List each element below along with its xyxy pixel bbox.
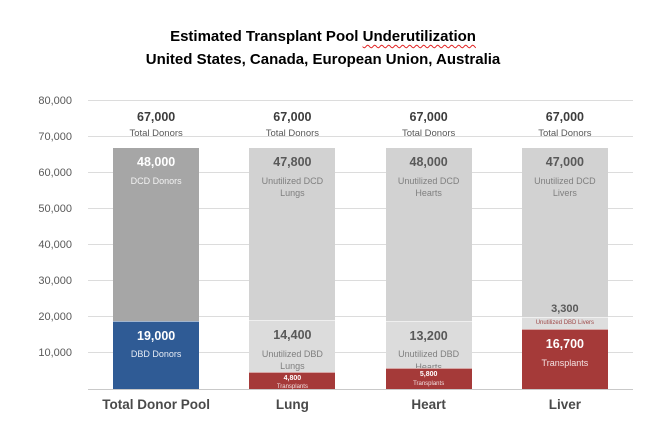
gridline (88, 100, 633, 101)
segment-name-label: Transplants (413, 380, 445, 387)
y-axis-tick-label: 40,000 (38, 239, 72, 251)
segment-value-label: 47,000 (545, 154, 584, 169)
bar-segment: 47,800 Unutilized DCD Lungs (249, 147, 336, 320)
bar-total-caption: Total Donors (401, 127, 456, 139)
chart-title-line2: United States, Canada, European Union, A… (145, 50, 501, 68)
bar-lung: 67,000 Total Donors 47,800 Unutilized DCD L… (249, 101, 336, 391)
x-axis: Total Donor Pool Lung Heart Liver (88, 397, 633, 412)
y-axis-tick-label: 70,000 (38, 131, 72, 143)
gridline (88, 244, 633, 245)
segment-name-label: Unutilized DCD Lungs (261, 175, 324, 199)
gridline (88, 352, 633, 353)
gridline (88, 136, 633, 137)
bar-segment: 14,400 Unutilized DBD Lungs (249, 319, 336, 372)
segment-name-label: Unutilized DBD Livers (535, 320, 595, 326)
segment-value-label: 19,000 (137, 328, 176, 343)
bar-total-donor-pool: 67,000 Total Donors 48,000 DCD Donors 19,000… (113, 101, 200, 389)
segment-name-label: DBD Donors (130, 349, 182, 360)
bar-segment: 4,800 Transplants (249, 371, 336, 391)
chart-title: Estimated Transplant Pool Underutilizati… (0, 26, 646, 71)
bar-total-annotation: 67,000 Total Donors (374, 110, 484, 139)
bar-stack: 48,000 Unutilized DCD Hearts 13,200 Unutili… (385, 147, 472, 389)
segment-value-label: 4,800 (283, 374, 302, 382)
segment-value-label: 47,800 (273, 154, 312, 169)
segment-name-label: Transplants (276, 384, 308, 391)
bar-total-caption: Total Donors (538, 127, 592, 139)
bar-stack: 47,800 Unutilized DCD Lungs 14,400 Unutiliz… (249, 147, 336, 391)
gridline (88, 280, 633, 281)
bar-total-annotation: 67,000 Total Donors (237, 110, 347, 139)
y-axis: 10,000 20,000 30,000 40,000 50,000 60,000 70,0… (0, 95, 80, 389)
bar-stack: 48,000 DCD Donors 19,000 DBD Donors (113, 147, 200, 389)
bar-segment: 48,000 Unutilized DCD Hearts (385, 147, 472, 321)
x-axis-category-label: Liver (548, 397, 582, 412)
segment-value-label: 5,800 (419, 371, 438, 379)
bar-total-annotation: 67,000 Total Donors (101, 110, 211, 139)
bar-segment: 47,000 Unutilized DCD Livers (521, 147, 608, 317)
y-axis-tick-label: 60,000 (38, 167, 72, 179)
plot-area: 67,000 Total Donors 48,000 DCD Donors 19,000… (88, 100, 633, 391)
segment-value-label: 3,300 (551, 302, 579, 315)
bar-segment: 19,000 DBD Donors (113, 320, 200, 389)
x-axis-category-label: Heart (411, 397, 446, 412)
segment-name-label: Unutilized DCD Livers (534, 175, 596, 199)
segment-value-label: 13,200 (409, 328, 448, 343)
bar-segment: 13,200 Unutilized DBD Hearts (385, 320, 472, 372)
chart-title-underlined-word: Underutilization (362, 28, 476, 45)
x-axis-category-label: Total Donor Pool (102, 397, 210, 412)
segment-value-label: 48,000 (409, 154, 448, 169)
y-axis-tick-label: 50,000 (38, 203, 72, 215)
y-axis-tick-label: 30,000 (38, 275, 72, 287)
chart-title-line1-prefix: Estimated Transplant Pool (170, 28, 363, 45)
segment-name-label: Unutilized DBD Hearts (398, 349, 460, 372)
segment-name-label: Unutilized DBD Lungs (261, 348, 323, 372)
chart-title-line1: Estimated Transplant Pool Underutilizati… (0, 26, 646, 49)
segment-name-label: Transplants (541, 357, 589, 368)
bar-total-value: 67,000 (545, 109, 584, 124)
gridline (88, 316, 633, 317)
bar-stack: 47,000 Unutilized DCD Livers 3,300 Unutiliz… (521, 147, 608, 389)
bar-total-value: 67,000 (409, 109, 448, 124)
bar-segment: 16,700 Transplants (521, 328, 608, 389)
segment-name-label: Unutilized DCD Hearts (397, 175, 460, 199)
segment-name-label: DCD Donors (130, 175, 182, 186)
segment-value-label: 16,700 (545, 336, 584, 351)
bar-total-caption: Total Donors (129, 127, 183, 139)
bar-segment: 48,000 DCD Donors (113, 147, 200, 321)
bar-segment: 3,300 Unutilized DBD Livers (521, 303, 608, 329)
gridline (88, 172, 633, 173)
bar-heart: 67,000 Total Donors 48,000 Unutilized DCD H… (385, 101, 472, 389)
y-axis-tick-label: 20,000 (38, 311, 72, 323)
gridline (88, 208, 633, 209)
bar-total-caption: Total Donors (265, 127, 320, 139)
bar-total-annotation: 67,000 Total Donors (510, 110, 620, 139)
bar-segment: 5,800 Transplants (385, 368, 472, 389)
segment-value-label: 48,000 (137, 154, 176, 169)
x-axis-category-label: Lung (275, 397, 309, 412)
y-axis-tick-label: 80,000 (38, 95, 72, 107)
segment-value-label: 14,400 (273, 327, 312, 342)
bar-liver: 67,000 Total Donors 47,000 Unutilized DCD L… (521, 101, 608, 389)
bar-total-value: 67,000 (137, 109, 176, 124)
y-axis-tick-label: 10,000 (38, 347, 72, 359)
bar-total-value: 67,000 (273, 109, 312, 124)
